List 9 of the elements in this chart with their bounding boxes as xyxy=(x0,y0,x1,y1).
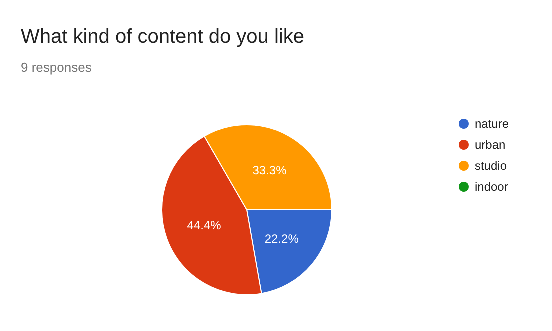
legend-label: studio xyxy=(474,159,508,173)
text: 9 responses xyxy=(21,60,92,75)
legend-label: nature xyxy=(474,117,510,131)
data-label: 33.3% xyxy=(252,164,288,178)
data-label: 44.4% xyxy=(187,218,222,233)
chart-title: What kind of content do you like xyxy=(21,26,304,48)
legend-label: indoor xyxy=(474,180,508,194)
legend-label: urban xyxy=(474,138,506,152)
data-label: 22.2% xyxy=(264,232,300,246)
